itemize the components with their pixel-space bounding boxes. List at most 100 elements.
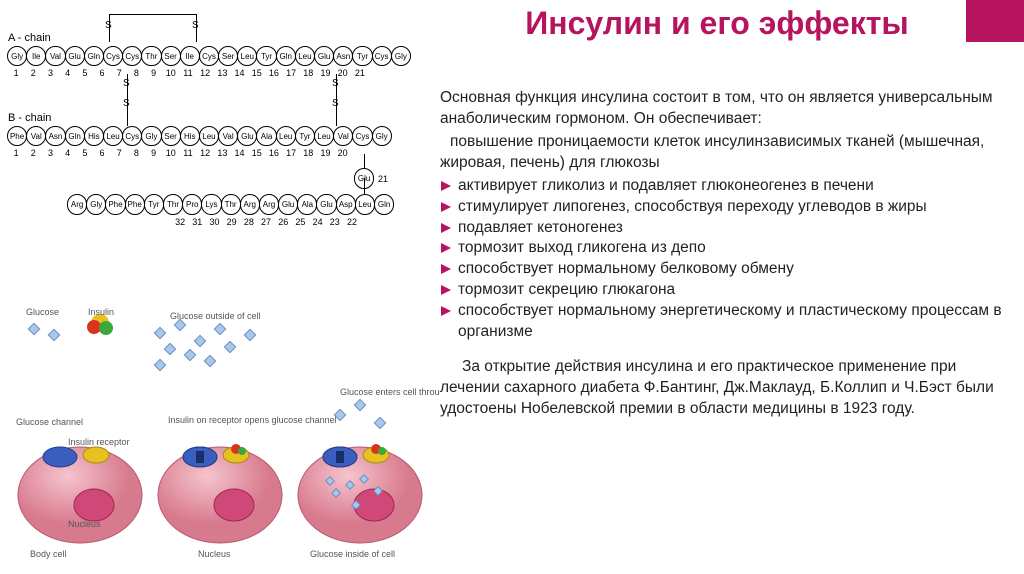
amino-acid: Leu	[103, 126, 123, 146]
label-insulin: Insulin	[88, 307, 114, 317]
aa-number: 31	[188, 217, 206, 227]
glu21-num: 21	[378, 174, 388, 184]
aa-number: 12	[196, 68, 214, 78]
amino-acid: Tyr	[295, 126, 315, 146]
amino-acid: Leu	[199, 126, 219, 146]
amino-acid: Glu	[65, 46, 85, 66]
aa-number: 9	[145, 148, 163, 158]
ss-label: S	[105, 20, 112, 31]
amino-acid: Leu	[276, 126, 296, 146]
bullet-item: способствует нормальному энергетическому…	[440, 301, 1006, 343]
aa-number: 2	[24, 68, 42, 78]
aa-number: 25	[291, 217, 309, 227]
aa-number: 19	[316, 68, 334, 78]
amino-acid: Tyr	[144, 194, 164, 214]
cell-mechanism-illustration: Glucose Insulin Glucose outside of cell …	[10, 305, 440, 565]
amino-acid: Cys	[352, 126, 372, 146]
chain-a: GlyIleValGluGlnCysCysThrSerIleCysSerLeuT…	[8, 46, 438, 66]
bullet-triangle-icon	[440, 242, 452, 254]
label-bodycell: Body cell	[30, 549, 67, 559]
aa-number: 14	[230, 148, 248, 158]
aa-number: 3	[41, 68, 59, 78]
aa-number: 4	[59, 148, 77, 158]
aa-number: 1	[7, 68, 25, 78]
aa-number: 8	[127, 148, 145, 158]
amino-acid: Tyr	[352, 46, 372, 66]
aa-number: 10	[162, 68, 180, 78]
amino-acid: Val	[218, 126, 238, 146]
amino-acid: Asp	[336, 194, 356, 214]
footer-text: За открытие действия инсулина и его прак…	[440, 357, 1006, 420]
amino-acid: Phe	[125, 194, 145, 214]
chain-b-tail-numbers: 3231302928272625242322	[172, 217, 438, 227]
bullet-triangle-icon	[440, 201, 452, 213]
aa-number: 21	[351, 68, 369, 78]
aa-number: 13	[213, 148, 231, 158]
chain-a-numbers: 123456789101112131415161718192021	[8, 68, 438, 78]
aa-number: 6	[93, 148, 111, 158]
aa-number: 8	[127, 68, 145, 78]
amino-acid: Cys	[199, 46, 219, 66]
amino-acid: Glu	[278, 194, 298, 214]
amino-acid: Ala	[256, 126, 276, 146]
chain-b-tail: ArgGlyPhePheTyrThrProLysThrArgArgGluAlaG…	[68, 194, 438, 214]
amino-acid: Ile	[180, 46, 200, 66]
aa-number: 20	[334, 148, 352, 158]
amino-acid: His	[180, 126, 200, 146]
aa-number: 15	[248, 68, 266, 78]
amino-acid: Arg	[259, 194, 279, 214]
label-nucleus2: Nucleus	[198, 549, 231, 559]
bullet-item: тормозит выход гликогена из депо	[440, 238, 1006, 259]
aa-number: 26	[274, 217, 292, 227]
amino-acid: Cys	[103, 46, 123, 66]
bullet-text: тормозит выход гликогена из депо	[458, 238, 706, 259]
ss-label: S	[123, 78, 130, 89]
amino-acid: Leu	[295, 46, 315, 66]
label-opens: Insulin on receptor opens glucose channe…	[168, 415, 337, 425]
amino-acid: Asn	[45, 126, 65, 146]
aa-number: 11	[179, 148, 197, 158]
chain-b-label: B - chain	[8, 112, 438, 124]
aa-number: 24	[309, 217, 327, 227]
aa-number: 17	[282, 68, 300, 78]
label-inside: Glucose inside of cell	[310, 549, 395, 559]
amino-acid: Cys	[122, 126, 142, 146]
aa-number: 5	[76, 68, 94, 78]
aa-number: 29	[223, 217, 241, 227]
content-body: Основная функция инсулина состоит в том,…	[440, 88, 1006, 422]
bullet-triangle-icon	[440, 263, 452, 275]
bullet-triangle-icon	[440, 222, 452, 234]
amino-acid: Ser	[161, 46, 181, 66]
amino-acid: Gly	[141, 126, 161, 146]
amino-acid: Gln	[276, 46, 296, 66]
amino-acid: Gln	[65, 126, 85, 146]
ss-label: S	[332, 78, 339, 89]
aa-number: 19	[316, 148, 334, 158]
label-receptor: Insulin receptor	[68, 437, 130, 447]
amino-acid: Ile	[26, 46, 46, 66]
aa-number: 1	[7, 148, 25, 158]
aa-number: 14	[230, 68, 248, 78]
label-channel: Glucose channel	[16, 417, 83, 427]
aa-number: 13	[213, 68, 231, 78]
amino-acid: Ser	[161, 126, 181, 146]
amino-acid: Leu	[355, 194, 375, 214]
chain-b-numbers: 1234567891011121314151617181920	[8, 148, 438, 158]
amino-acid: Ser	[218, 46, 238, 66]
bullet-triangle-icon	[440, 284, 452, 296]
aa-number: 23	[326, 217, 344, 227]
chain-b: PheValAsnGlnHisLeuCysGlySerHisLeuValGluA…	[8, 126, 438, 146]
aa-number: 2	[24, 148, 42, 158]
chain-a-label: A - chain	[8, 32, 438, 44]
amino-acid: Lys	[201, 194, 221, 214]
ss-label: S	[123, 98, 130, 109]
amino-acid: Pro	[182, 194, 202, 214]
aa-number: 28	[240, 217, 258, 227]
amino-acid: Glu	[316, 194, 336, 214]
label-glucose: Glucose	[26, 307, 59, 317]
aa-number: 4	[59, 68, 77, 78]
aa-number: 16	[265, 148, 283, 158]
aa-number: 18	[299, 148, 317, 158]
aa-number: 18	[299, 68, 317, 78]
intro-1: Основная функция инсулина состоит в том,…	[440, 88, 1006, 130]
